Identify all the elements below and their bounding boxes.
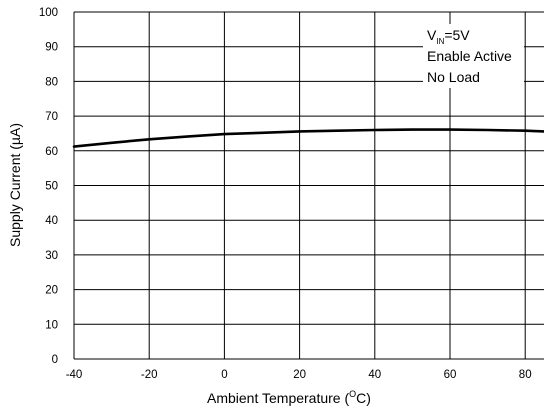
x-tick-label: 80 [519, 369, 532, 381]
series-line [72, 128, 544, 148]
x-tick-label: 0 [221, 369, 227, 381]
y-tick-label: 10 [45, 319, 58, 331]
y-tick-label: 50 [45, 181, 58, 193]
x-tick-label: 60 [444, 369, 457, 381]
x-tick-label: 20 [293, 369, 306, 381]
annotation-box [423, 24, 524, 88]
y-axis-title: Supply Current (µA) [7, 123, 23, 247]
y-tick-label: 20 [45, 285, 58, 297]
y-tick-label: 30 [45, 250, 58, 262]
x-axis-title-text: Ambient Temperature ( [207, 390, 349, 406]
x-tick-label: -40 [66, 369, 83, 381]
x-axis-title: Ambient Temperature (OC) [207, 389, 371, 406]
y-tick-label: 70 [45, 111, 58, 123]
x-tick-label: -20 [141, 369, 158, 381]
x-tick-label: 40 [368, 369, 381, 381]
annotation-load: No Load [427, 69, 480, 85]
y-tick-label: 0 [52, 354, 58, 366]
x-axis-title-superscript: O [349, 389, 356, 399]
x-axis-title-unit: C) [356, 390, 371, 406]
y-tick-label: 40 [45, 215, 58, 227]
y-tick-label: 100 [39, 7, 58, 19]
y-tick-labels: 0 10 20 30 40 50 60 70 80 90 100 [39, 7, 58, 366]
annotation-vin: VIN=5V [427, 27, 470, 46]
plot-area [72, 128, 544, 148]
annotation-vin-main: V [427, 27, 437, 43]
annotation-vin-subscript: IN [436, 37, 444, 46]
annotation-vin-value: =5V [444, 27, 470, 43]
y-tick-label: 60 [45, 146, 58, 158]
x-tick-labels: -40 -20 0 20 40 60 80 [66, 369, 532, 381]
annotation-enable: Enable Active [427, 48, 512, 64]
y-tick-label: 90 [45, 42, 58, 54]
y-tick-label: 80 [45, 76, 58, 88]
